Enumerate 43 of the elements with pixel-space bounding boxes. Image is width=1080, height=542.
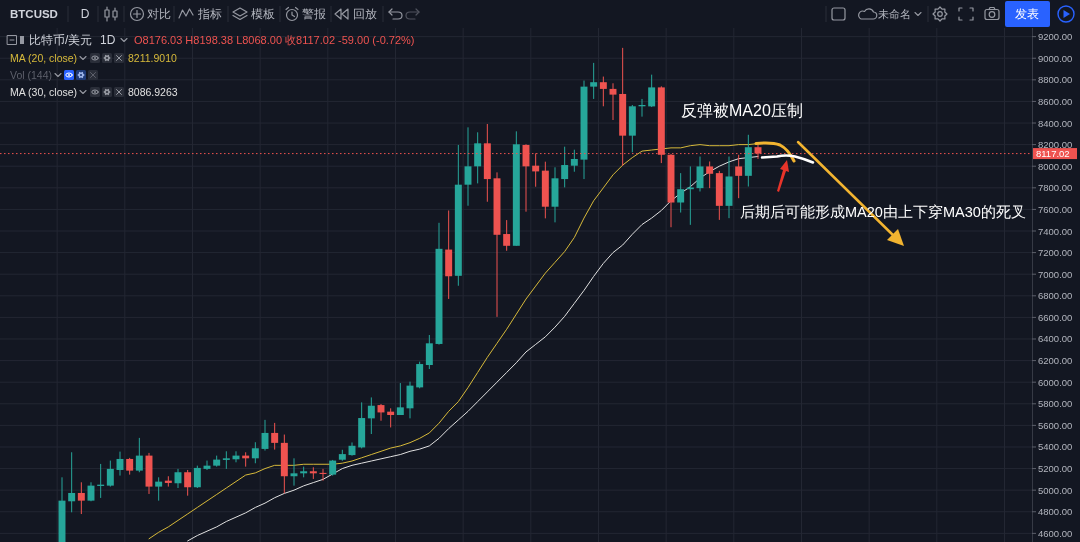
y-tick-label: 5800.00: [1038, 398, 1073, 410]
chart-title: 比特币/美元: [29, 33, 93, 47]
text: MA (30, close): [10, 86, 78, 98]
y-tick-label: 7200.00: [1038, 247, 1073, 259]
y-tick-label: 8600.00: [1038, 95, 1073, 107]
text: MA (20, close): [10, 52, 78, 64]
y-tick-label: 8400.00: [1038, 117, 1073, 129]
text: Vol (144): [10, 69, 53, 81]
text: O8176.03 H8198.38 L8068.00 收8117.02 -59.00 (-0.72%): [134, 34, 415, 46]
y-tick-label: 5000.00: [1038, 484, 1073, 496]
y-tick-label: 5200.00: [1038, 463, 1073, 475]
text: 8117.02: [1036, 148, 1070, 160]
text: 指标: [197, 7, 222, 21]
annotation: 反弹被MA20压制: [681, 101, 803, 119]
y-tick-label: 8000.00: [1038, 160, 1073, 172]
text: D: [80, 7, 90, 21]
y-tick-label: 5600.00: [1038, 419, 1073, 431]
text: 对比: [147, 7, 171, 21]
text: 未命名: [878, 8, 911, 20]
y-tick-label: 9000.00: [1038, 52, 1073, 64]
annotation: 8211.9010: [128, 52, 178, 64]
annotation: 8086.9263: [128, 86, 178, 98]
y-tick-label: 6400.00: [1038, 333, 1073, 345]
y-tick-label: 4800.00: [1038, 506, 1073, 518]
y-tick-label: 7000.00: [1038, 268, 1073, 280]
y-tick-label: 8200.00: [1038, 139, 1073, 151]
text: BTCUSD: [10, 8, 58, 20]
annotation: 1D: [100, 33, 116, 47]
y-tick-label: 7400.00: [1038, 225, 1073, 237]
text: 模板: [251, 7, 275, 21]
text: 发表: [1015, 7, 1039, 21]
y-tick-label: 6800.00: [1038, 290, 1073, 302]
y-tick-label: 6600.00: [1038, 311, 1073, 323]
y-tick-label: 7600.00: [1038, 203, 1073, 215]
y-tick-label: 6200.00: [1038, 355, 1073, 367]
y-tick-label: 7800.00: [1038, 182, 1073, 194]
text: 回放: [353, 7, 377, 21]
y-tick-label: 6000.00: [1038, 376, 1073, 388]
y-tick-label: 9200.00: [1038, 31, 1073, 43]
text: 警报: [302, 7, 326, 21]
y-tick-label: 5400.00: [1038, 441, 1073, 453]
y-tick-label: 4600.00: [1038, 527, 1073, 539]
y-tick-label: 8800.00: [1038, 74, 1073, 86]
